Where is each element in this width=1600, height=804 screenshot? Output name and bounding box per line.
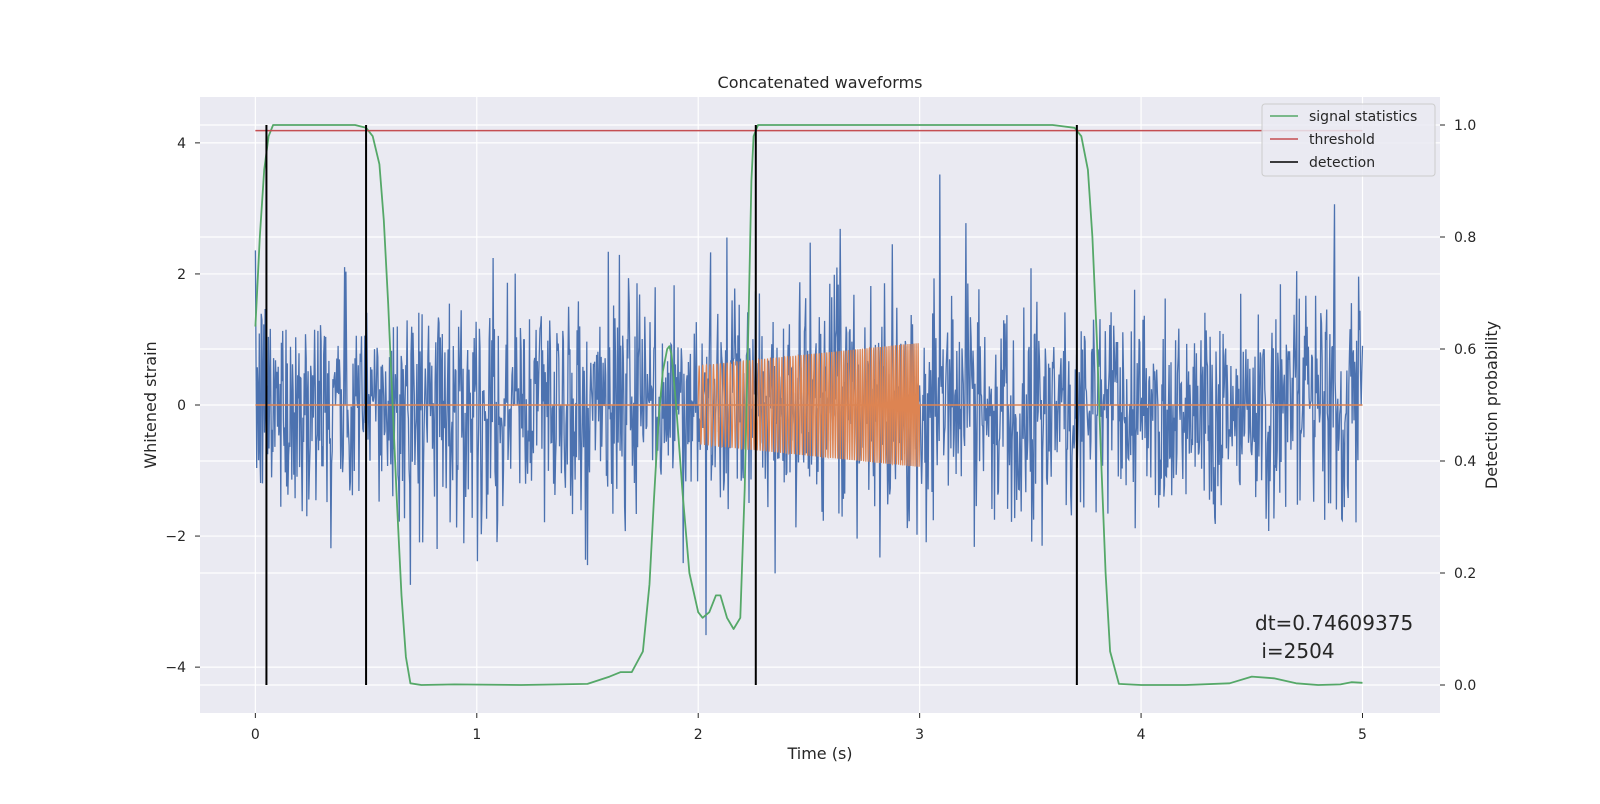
y-right-tick-label: 0.0	[1454, 678, 1476, 694]
y-axis-label-right: Detection probability	[1482, 321, 1501, 489]
y-axis-label-left: Whitened strain	[141, 341, 160, 468]
x-tick-label: 1	[472, 727, 481, 743]
legend-label-threshold: threshold	[1309, 132, 1375, 148]
series-injected-waveform	[697, 343, 921, 467]
x-tick-label: 3	[915, 727, 924, 743]
x-tick-label: 2	[694, 727, 703, 743]
y-right-tick-label: 0.4	[1454, 454, 1476, 470]
y-left-tick-label: −2	[165, 529, 186, 545]
x-axis-label: Time (s)	[786, 744, 852, 763]
probability-series	[254, 124, 1363, 686]
series-signal-statistics	[254, 124, 1363, 686]
annotation-dt: dt=0.74609375	[1255, 611, 1413, 635]
legend-label-detection: detection	[1309, 155, 1375, 171]
y-left-tick-label: −4	[165, 660, 186, 676]
y-left-tick-label: 0	[177, 398, 186, 414]
y-left-tick-label: 2	[177, 267, 186, 283]
y-right-tick-label: 0.8	[1454, 230, 1476, 246]
legend: signal statistics threshold detection	[1261, 103, 1436, 177]
x-tick-label: 5	[1358, 727, 1367, 743]
y-right-tick-label: 0.2	[1454, 566, 1476, 582]
x-tick-label: 4	[1137, 727, 1146, 743]
legend-label-signal-statistics: signal statistics	[1309, 109, 1417, 125]
legend-frame	[1261, 103, 1436, 177]
series-strain-noise	[254, 174, 1364, 636]
y-left-tick-label: 4	[177, 136, 186, 152]
chart-title: Concatenated waveforms	[718, 73, 923, 92]
x-tick-label: 0	[251, 727, 260, 743]
annotation-i: i=2504	[1255, 639, 1335, 663]
tick-labels: 0 1 2 3 4 5 4 2 0 −2 −4 1.0 0.8 0.6 0.4 0.2 0.0	[165, 118, 1476, 743]
y-right-tick-label: 0.6	[1454, 342, 1476, 358]
strain-series	[254, 174, 1364, 636]
y-right-tick-label: 1.0	[1454, 118, 1476, 134]
